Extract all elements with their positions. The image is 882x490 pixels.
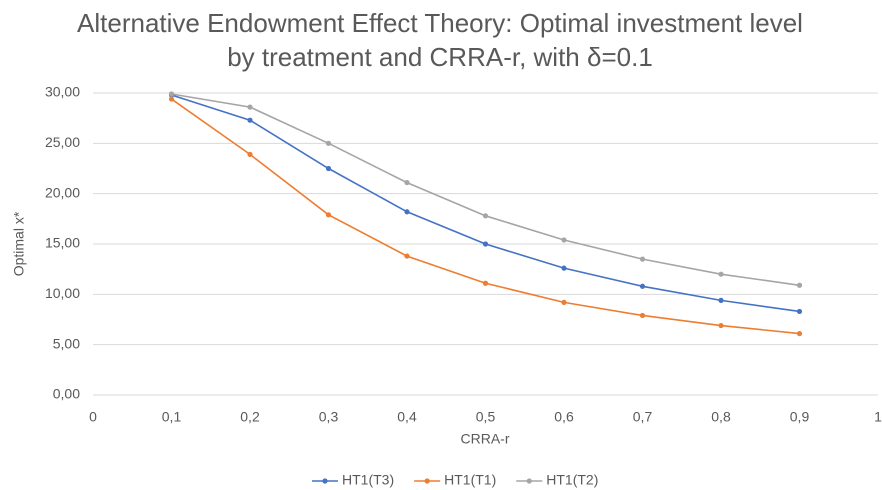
point — [796, 330, 803, 337]
y-tick-label: 15,00 — [45, 235, 80, 251]
x-tick-label: 0,7 — [633, 409, 653, 425]
y-tick-label: 25,00 — [45, 134, 80, 150]
x-tick-label: 0,1 — [162, 409, 182, 425]
legend-label: HT1(T2) — [546, 472, 598, 488]
x-tick-label: 0,4 — [397, 409, 417, 425]
y-tick-label: 0,00 — [53, 386, 80, 402]
point — [796, 282, 803, 288]
legend-marker — [322, 478, 328, 484]
x-tick-label: 0,3 — [319, 409, 339, 425]
y-axis-label: Optimal x* — [11, 211, 27, 276]
point — [325, 212, 332, 218]
point — [718, 297, 724, 303]
x-tick-label: 0 — [89, 409, 97, 425]
point — [168, 91, 175, 97]
point — [482, 241, 489, 247]
point — [718, 322, 724, 329]
y-tick-label: 20,00 — [45, 184, 80, 200]
point — [561, 299, 567, 305]
x-axis-label: CRRA-r — [461, 431, 510, 447]
point — [639, 283, 646, 289]
y-tick-label: 10,00 — [45, 285, 80, 301]
point — [561, 237, 567, 243]
x-tick-label: 0,5 — [476, 409, 496, 425]
point — [247, 117, 253, 123]
y-tick-label: 30,00 — [45, 84, 80, 100]
legend-label: HT1(T3) — [342, 472, 394, 488]
point — [404, 179, 410, 186]
series-line — [171, 93, 800, 287]
point — [404, 209, 410, 215]
series-line — [171, 94, 800, 313]
x-tick-label: 0,6 — [554, 409, 574, 425]
point — [325, 165, 332, 172]
point — [247, 151, 253, 158]
legend-label: HT1(T1) — [444, 472, 496, 488]
point — [168, 96, 175, 102]
y-tick-label: 5,00 — [53, 335, 80, 351]
point — [247, 104, 253, 110]
point — [482, 213, 489, 219]
chart-title: Alternative Endowment Effect Theory: Opt… — [77, 8, 803, 72]
x-tick-label: 0,2 — [240, 409, 260, 425]
x-tick-label: 1 — [874, 409, 882, 425]
point — [482, 280, 489, 286]
point — [639, 256, 646, 262]
point — [561, 265, 567, 271]
legend-marker — [526, 478, 532, 484]
x-tick-label: 0,9 — [790, 409, 810, 425]
point — [796, 308, 803, 315]
point — [718, 271, 724, 277]
point — [404, 253, 410, 259]
x-tick-label: 0,8 — [711, 409, 731, 425]
legend-marker — [424, 478, 430, 484]
point — [325, 140, 332, 146]
point — [639, 312, 646, 319]
